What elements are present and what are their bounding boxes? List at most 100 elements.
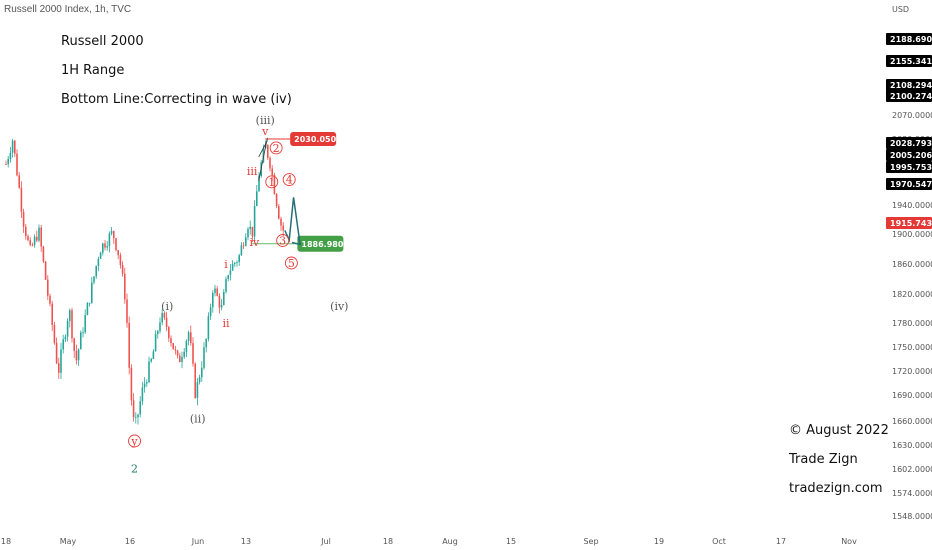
time-tick-label: Nov — [841, 537, 857, 546]
wave-label: y — [130, 435, 138, 448]
price-tick-label: 1940.0000 — [892, 201, 932, 210]
candle-body — [33, 236, 36, 246]
candle-body — [275, 194, 278, 207]
candle-body — [141, 387, 144, 402]
candle-body — [174, 349, 177, 351]
candle-body — [86, 303, 89, 316]
candle-body — [172, 343, 174, 350]
candle-body — [102, 243, 104, 253]
time-tick-label: Aug — [442, 537, 458, 546]
wave-label: (iii) — [256, 114, 275, 127]
candle-body — [115, 238, 117, 251]
price-tick-label: 1900.0000 — [892, 230, 932, 239]
price-axis: USD 1548.0000 1574.0000 1602.0000 1630.0000 1… — [886, 5, 932, 521]
watermark-site: tradezign.com — [789, 481, 883, 496]
candle-body — [49, 295, 51, 304]
price-tag-box — [886, 149, 932, 161]
candle-body — [205, 338, 207, 348]
price-tick-label: 1548.0000 — [892, 512, 932, 521]
note-instrument: Russell 2000 — [61, 34, 144, 49]
time-tick-label: 18 — [383, 537, 393, 546]
wave-label: v — [261, 125, 269, 138]
currency-label: USD — [892, 5, 909, 14]
wave-label: ii — [223, 317, 231, 330]
candle-body — [225, 278, 227, 292]
candle-body — [203, 347, 205, 368]
candles-group — [5, 138, 284, 425]
candle-body — [154, 334, 157, 352]
candle-body — [119, 255, 122, 265]
candle-body — [258, 176, 260, 192]
candle-body — [97, 258, 100, 266]
candle-body — [251, 226, 254, 237]
candle-body — [278, 206, 280, 219]
candle-body — [124, 273, 126, 300]
candle-body — [256, 191, 258, 207]
candle-body — [269, 157, 271, 169]
candle-body — [128, 322, 130, 368]
price-tag-label: 2100.2749 — [890, 92, 932, 101]
candle-body — [150, 358, 152, 362]
time-tick-label: May — [60, 537, 77, 546]
candle-body — [179, 355, 181, 363]
candle-body — [240, 245, 243, 256]
wave-label: (iv) — [330, 300, 348, 313]
candle-body — [163, 312, 166, 318]
candle-body — [216, 288, 218, 296]
candle-body — [187, 332, 190, 341]
wave-label: (i) — [161, 300, 173, 313]
price-tick-label: 1780.0000 — [892, 319, 932, 328]
candle-body — [280, 218, 282, 226]
candle-body — [38, 227, 40, 241]
candle-body — [47, 279, 49, 296]
candle-body — [66, 320, 69, 337]
candle-body — [148, 361, 150, 383]
candle-body — [80, 332, 82, 350]
candle-body — [282, 225, 284, 231]
candle-body — [36, 236, 38, 241]
projection-path — [284, 197, 301, 245]
time-tick-label: 18 — [1, 537, 11, 546]
price-tick-label: 1750.0000 — [892, 343, 932, 352]
candle-body — [229, 270, 232, 276]
candle-body — [146, 382, 148, 384]
time-tick-label: Sep — [583, 537, 598, 546]
candle-body — [71, 310, 73, 339]
candle-body — [201, 367, 203, 378]
time-tick-label: Jul — [320, 537, 331, 546]
candle-body — [25, 226, 27, 237]
candle-body — [11, 140, 14, 153]
candle-body — [27, 236, 29, 241]
candle-body — [117, 250, 119, 256]
candle-body — [218, 295, 221, 308]
projection-arrowhead — [291, 236, 302, 246]
candle-body — [5, 164, 7, 165]
price-tag-label: 2005.2062 — [890, 151, 932, 160]
note-timeframe: 1H Range — [61, 63, 125, 78]
price-tag-label: 1915.7432 — [890, 219, 932, 228]
candle-body — [223, 291, 225, 305]
candle-body — [62, 339, 64, 350]
candle-body — [143, 383, 146, 388]
candle-body — [7, 158, 9, 165]
candle-body — [181, 356, 183, 363]
candle-body — [137, 414, 139, 418]
wave-label-circle — [284, 256, 298, 270]
price-tag-label: 2028.7935 — [890, 139, 932, 148]
candle-body — [165, 317, 168, 328]
price-tag-label: 2108.2940 — [890, 81, 932, 90]
chart-header-title: Russell 2000 Index, 1h, TVC — [4, 4, 132, 15]
candle-body — [126, 299, 128, 323]
price-tag-box — [886, 137, 932, 149]
candle-body — [55, 342, 58, 364]
candle-body — [9, 152, 12, 159]
candle-body — [110, 231, 113, 234]
candle-body — [183, 351, 185, 357]
price-tag-box — [886, 33, 932, 45]
candle-body — [185, 340, 188, 352]
time-tick-label: 16 — [125, 537, 135, 546]
candle-body — [108, 233, 111, 247]
candle-body — [18, 175, 20, 188]
candle-body — [53, 324, 56, 343]
